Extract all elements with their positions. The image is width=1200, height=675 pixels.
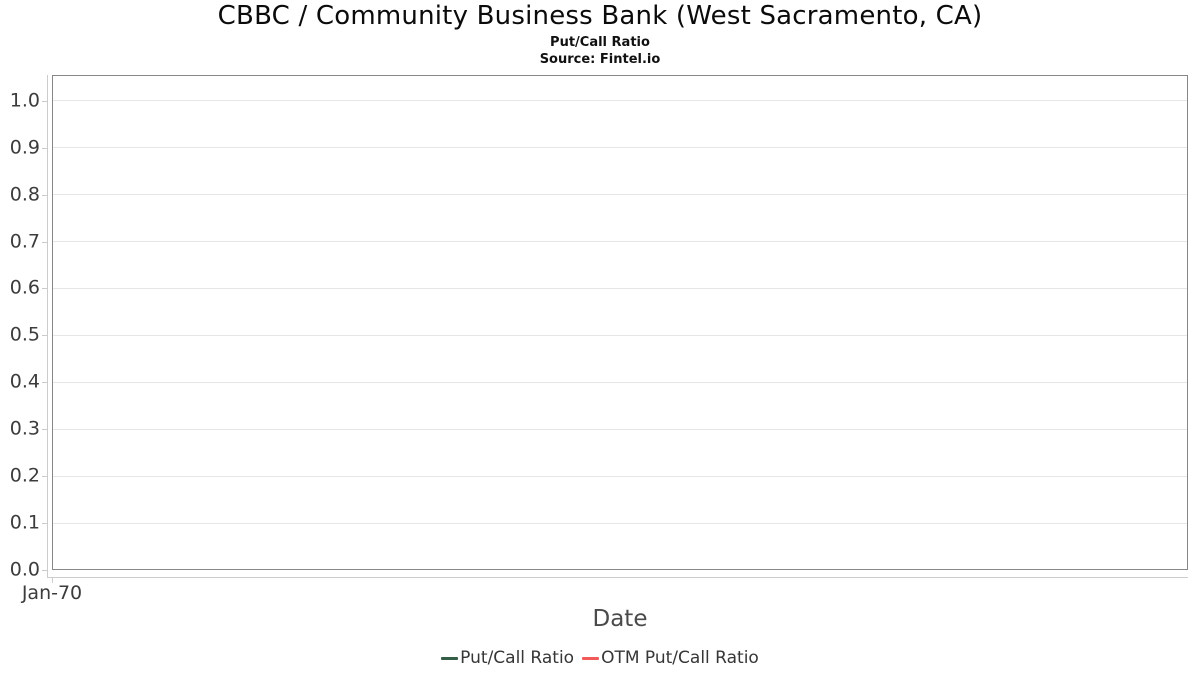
y-gridline — [53, 428, 1187, 430]
y-axis-tick — [42, 429, 47, 431]
y-axis-tick — [42, 288, 47, 290]
y-axis-tick — [42, 194, 47, 196]
y-axis-tick — [42, 147, 47, 149]
y-gridline — [53, 287, 1187, 289]
y-gridline — [53, 194, 1187, 196]
y-tick-label: 1.0 — [9, 89, 40, 112]
y-tick-label: 0.6 — [9, 276, 40, 299]
y-axis-line — [47, 75, 48, 578]
y-axis-tick — [42, 476, 47, 478]
y-tick-label: 0.4 — [9, 370, 40, 393]
x-axis-title: Date — [592, 606, 648, 632]
legend-line-marker — [582, 656, 600, 660]
plot-area — [52, 75, 1188, 570]
legend-item-otm-put-call-ratio[interactable]: OTM Put/Call Ratio — [582, 648, 759, 668]
y-tick-label: 0.7 — [9, 230, 40, 253]
y-axis-tick — [42, 382, 47, 384]
chart-title: CBBC / Community Business Bank (West Sac… — [217, 1, 983, 31]
y-tick-label: 0.2 — [9, 464, 40, 487]
y-axis-tick — [42, 570, 47, 571]
y-gridline — [53, 100, 1187, 102]
y-axis-tick — [42, 241, 47, 243]
chart-source: Source: Fintel.io — [539, 52, 661, 67]
legend-item-put-call-ratio[interactable]: Put/Call Ratio — [441, 648, 574, 668]
x-tick-label: Jan-70 — [21, 582, 83, 604]
y-tick-label: 0.8 — [9, 183, 40, 206]
x-axis-line — [47, 577, 1188, 578]
y-gridline — [53, 475, 1187, 477]
y-axis-tick — [42, 335, 47, 337]
y-tick-label: 0.5 — [9, 323, 40, 346]
y-gridline — [53, 241, 1187, 243]
y-gridline — [53, 381, 1187, 383]
y-tick-label: 0.3 — [9, 417, 40, 440]
y-axis-tick — [42, 523, 47, 525]
y-gridline — [53, 522, 1187, 524]
y-gridline — [53, 334, 1187, 336]
chart-subtitle: Put/Call Ratio — [550, 35, 650, 50]
y-tick-label: 0.9 — [9, 136, 40, 159]
y-axis-tick — [42, 100, 47, 102]
chart-legend: Put/Call Ratio OTM Put/Call Ratio — [0, 648, 1200, 668]
plot-gridlines-container — [53, 76, 1187, 569]
y-tick-label: 0.0 — [9, 558, 40, 581]
y-gridline — [53, 147, 1187, 149]
legend-label: OTM Put/Call Ratio — [601, 648, 759, 668]
y-tick-label: 0.1 — [9, 511, 40, 534]
legend-label: Put/Call Ratio — [460, 648, 575, 668]
x-axis-tick — [52, 577, 53, 583]
legend-line-marker — [441, 656, 459, 660]
